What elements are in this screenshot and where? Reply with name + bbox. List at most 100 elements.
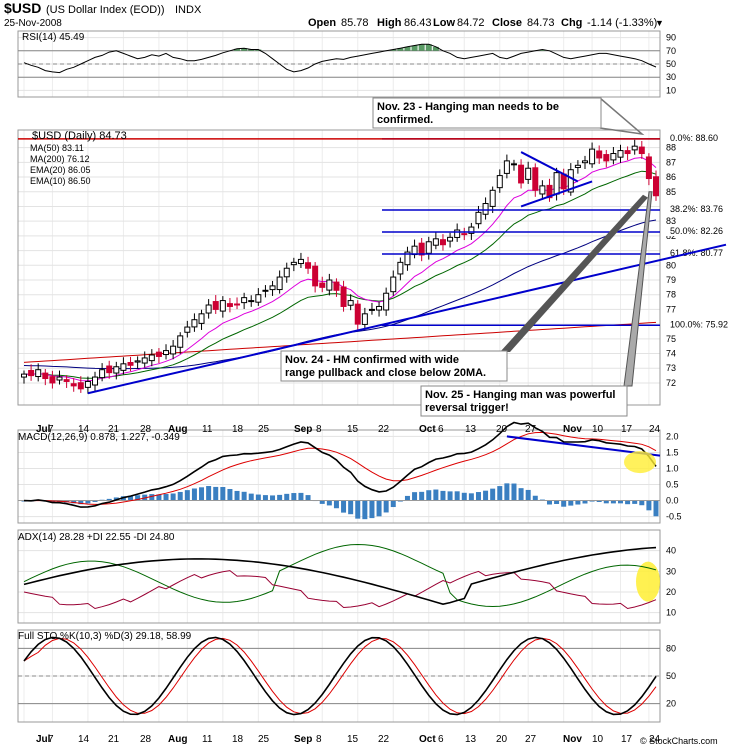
rsi-y-tick: 70 xyxy=(666,46,676,56)
macd-hist-bar xyxy=(220,487,226,501)
candle-body xyxy=(120,363,127,371)
x-label-top: 22 xyxy=(378,424,390,435)
x-label-bottom: 20 xyxy=(496,734,508,745)
candle-body xyxy=(170,345,177,355)
annotation-nov24-line2: range pullback and close below 20MA. xyxy=(285,367,486,379)
macd-y-tick: 2.0 xyxy=(666,431,679,441)
x-label-bottom: 25 xyxy=(258,734,270,745)
rsi-y-tick: 30 xyxy=(666,72,676,82)
x-label-bottom: Jul xyxy=(36,734,51,745)
candle-body xyxy=(546,184,553,199)
high-value: 86.43 xyxy=(404,17,432,29)
adx-y-tick: 40 xyxy=(666,546,676,556)
macd-hist-bar xyxy=(504,483,510,501)
price-frame xyxy=(17,129,661,406)
x-label-top: Sep xyxy=(294,424,312,435)
candle-body xyxy=(70,383,77,387)
candle-body xyxy=(63,379,70,382)
macd-hist-bar xyxy=(426,490,432,501)
candle-body xyxy=(35,369,42,378)
candle-body xyxy=(127,362,134,366)
rsi-title: RSI(14) 45.49 xyxy=(22,32,85,43)
chg-value: -1.14 (-1.33%) xyxy=(587,17,657,29)
candle-body xyxy=(21,373,27,378)
candle-body xyxy=(525,167,532,180)
adx-line xyxy=(23,546,657,606)
macd-hist-bar xyxy=(390,500,396,508)
macd-hist-bar xyxy=(554,500,560,504)
candle-body xyxy=(404,251,411,266)
candle-body xyxy=(92,376,99,386)
x-label-bottom: 22 xyxy=(378,734,390,745)
adx-panel: 40 30 20 10 xyxy=(17,529,676,624)
macd-hist-bar xyxy=(475,492,481,501)
candle-body xyxy=(290,261,297,266)
candle-body xyxy=(241,297,248,304)
macd-hist-bar xyxy=(518,488,524,501)
macd-hist-bar xyxy=(355,500,361,519)
macd-signal-line xyxy=(24,431,657,505)
macd-hist-bar xyxy=(326,500,332,506)
watermark: © StockCharts.com xyxy=(640,736,718,746)
macd-hist-bar xyxy=(206,486,212,501)
macd-hist-bar xyxy=(71,500,77,504)
sto-y-tick: 80 xyxy=(666,643,676,653)
x-label-bottom: 8 xyxy=(316,734,322,745)
open-label: Open xyxy=(308,17,336,29)
callout-nov25 xyxy=(623,191,653,387)
candle-body xyxy=(198,313,205,324)
candle-body xyxy=(148,354,155,362)
x-label-top: 17 xyxy=(621,424,633,435)
x-label-bottom: 14 xyxy=(78,734,90,745)
macd-hist-bar xyxy=(213,486,219,501)
price-y-tick: 72 xyxy=(666,378,676,388)
low-label: Low xyxy=(433,17,455,29)
legend-ema20: EMA(20) 86.05 xyxy=(30,165,91,175)
macd-hist-bar xyxy=(262,495,268,501)
candle-body xyxy=(425,241,432,254)
price-y-tick: 88 xyxy=(666,143,676,153)
x-label-top: 8 xyxy=(316,424,322,435)
candle-body xyxy=(212,301,219,310)
macd-hist-bar xyxy=(291,493,297,501)
candle-body xyxy=(269,285,276,291)
fib-label: 0.0%: 88.60 xyxy=(670,133,718,143)
macd-hist-bar xyxy=(128,495,134,501)
date-label: 25-Nov-2008 xyxy=(4,18,62,29)
candle-body xyxy=(596,150,603,159)
sto-panel: 80 50 20 xyxy=(17,629,676,723)
price-y-tick: 85 xyxy=(666,187,676,197)
candle-body xyxy=(567,169,574,193)
fib-label: 100.0%: 75.92 xyxy=(670,319,728,329)
macd-hist-bar xyxy=(483,490,489,501)
legend-ema10: EMA(10) 86.50 xyxy=(30,176,91,186)
chg-down-icon: ▼ xyxy=(655,18,664,28)
x-label-top: 18 xyxy=(232,424,244,435)
adx-y-tick: 10 xyxy=(666,608,676,618)
macd-hist-bar xyxy=(575,500,581,505)
candle-body xyxy=(475,211,482,225)
fib-label-bg xyxy=(666,225,746,237)
macd-hist-bar xyxy=(78,500,84,505)
macd-hist-bar xyxy=(468,493,474,501)
x-label-bottom: 17 xyxy=(621,734,633,745)
macd-hist-bar xyxy=(454,491,460,501)
macd-hist-bar xyxy=(490,488,496,501)
candle-body xyxy=(226,303,233,307)
candle-body xyxy=(482,203,489,215)
candle-body xyxy=(56,376,63,381)
x-label-bottom: 13 xyxy=(465,734,477,745)
candle-body xyxy=(454,229,461,238)
candle-body xyxy=(28,369,35,377)
candle-body xyxy=(574,164,581,168)
x-label-bottom: Oct xyxy=(419,734,436,745)
macd-hist-bar xyxy=(653,500,659,517)
macd-hist-bar xyxy=(625,500,631,505)
candle-body xyxy=(383,292,390,311)
candle-body xyxy=(489,189,496,207)
macd-hist-bar xyxy=(447,491,453,501)
candle-body xyxy=(297,258,304,265)
macd-title: MACD(12,26,9) 0.878, 1.227, -0.349 xyxy=(18,432,180,443)
macd-line xyxy=(23,421,657,508)
adx-highlight xyxy=(636,561,660,602)
